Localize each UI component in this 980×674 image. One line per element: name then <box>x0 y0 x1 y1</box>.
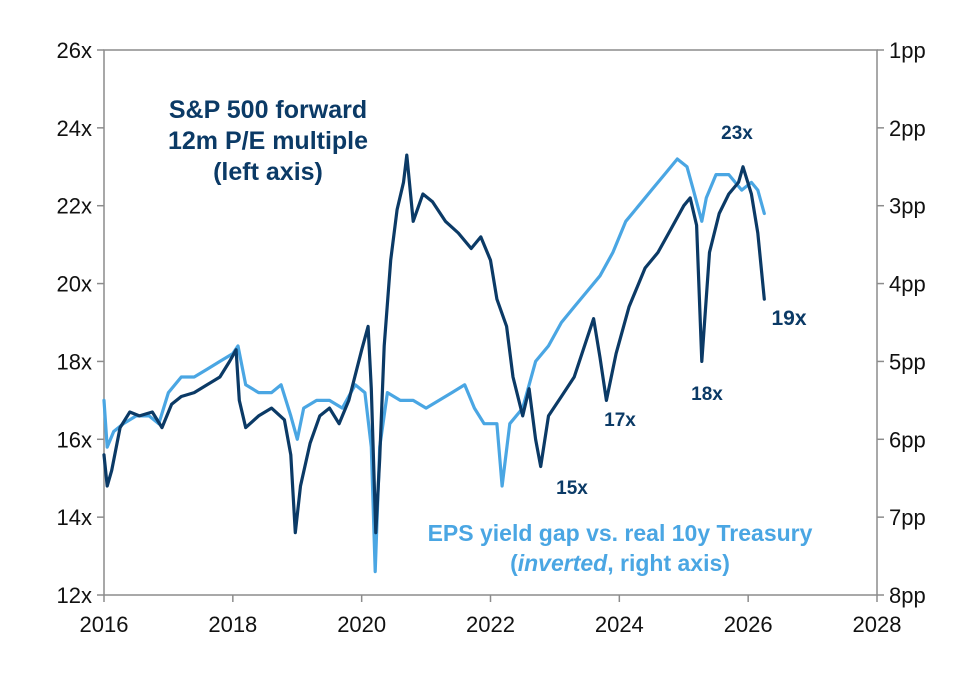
label-23x: 23x <box>721 123 753 144</box>
left-tick-label: 12x <box>57 583 92 608</box>
pe-multiple-line <box>102 153 766 535</box>
eps-yield-gap-line <box>102 157 766 574</box>
right-tick-label: 1pp <box>889 38 926 63</box>
right-tick-label: 8pp <box>889 583 926 608</box>
left-tick-label: 26x <box>57 38 92 63</box>
label-17x: 17x <box>604 410 636 431</box>
gap-label-inverted: inverted <box>518 550 608 576</box>
left-tick-label: 22x <box>57 194 92 219</box>
x-tick-label: 2024 <box>595 612 644 637</box>
right-tick-label: 6pp <box>889 427 926 452</box>
left-tick-label: 14x <box>57 505 92 530</box>
gap-series-label-line-2: (inverted, right axis) <box>510 550 730 576</box>
annotations: S&P 500 forward 12m P/E multiple (left a… <box>168 96 813 576</box>
right-tick-label: 5pp <box>889 349 926 374</box>
pe-series-label-line-2: 12m P/E multiple <box>168 127 368 155</box>
pe-series-label-line-3: (left axis) <box>213 158 323 186</box>
axes: 12x 14x 16x 18x 20x 22x 24x 26x 1pp 2pp 3pp 4pp 5pp 6… <box>57 38 926 637</box>
x-tick-label: 2018 <box>208 612 257 637</box>
label-15x: 15x <box>556 478 588 499</box>
gap-label-open-paren: ( <box>510 550 518 576</box>
x-tick-label: 2022 <box>466 612 515 637</box>
series-layer <box>102 153 766 574</box>
right-tick-label: 3pp <box>889 194 926 219</box>
right-tick-label: 4pp <box>889 272 926 297</box>
left-tick-label: 16x <box>57 427 92 452</box>
label-19x: 19x <box>771 307 806 330</box>
x-tick-label: 2026 <box>724 612 773 637</box>
left-tick-label: 20x <box>57 272 92 297</box>
left-tick-label: 24x <box>57 116 92 141</box>
right-tick-label: 2pp <box>889 116 926 141</box>
right-tick-label: 7pp <box>889 505 926 530</box>
label-18x: 18x <box>691 384 723 405</box>
gap-label-rest: , right axis) <box>607 550 730 576</box>
x-tick-label: 2028 <box>853 612 902 637</box>
x-tick-label: 2016 <box>80 612 129 637</box>
x-tick-label: 2020 <box>337 612 386 637</box>
left-tick-label: 18x <box>57 349 92 374</box>
pe-series-label-line-1: S&P 500 forward <box>169 96 367 124</box>
gap-series-label-line-1: EPS yield gap vs. real 10y Treasury <box>428 520 813 546</box>
